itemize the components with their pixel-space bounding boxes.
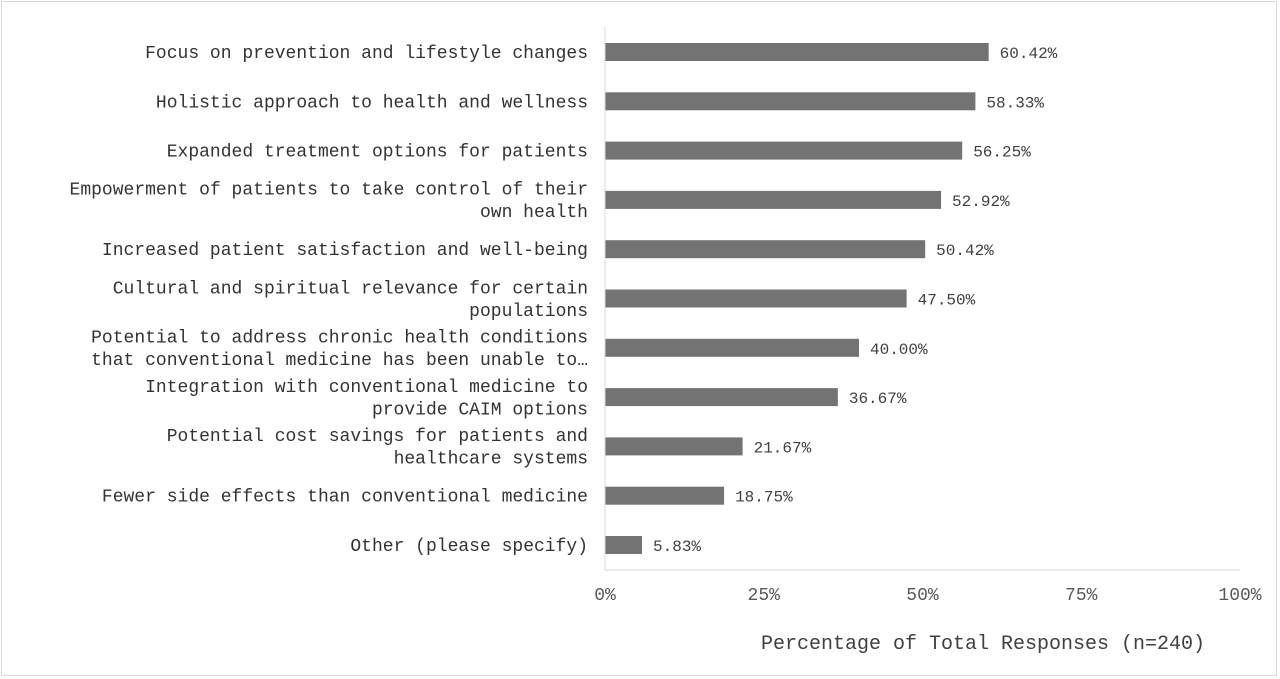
- data-label: 5.83%: [653, 538, 701, 556]
- category-label-line: Potential cost savings for patients and: [167, 427, 588, 447]
- category-label-line: provide CAIM options: [372, 400, 588, 420]
- data-label: 56.25%: [973, 144, 1031, 162]
- category-label-line: populations: [469, 302, 588, 322]
- x-tick-label: 0%: [594, 586, 616, 606]
- category-label-line: Empowerment of patients to take control …: [70, 181, 588, 201]
- bar: [605, 486, 725, 505]
- data-label: 58.33%: [986, 94, 1044, 112]
- bar: [605, 338, 859, 357]
- category-label-line: Other (please specify): [350, 537, 588, 557]
- category-label: Potential to address chronic health cond…: [91, 329, 588, 372]
- data-label: 40.00%: [870, 341, 928, 359]
- x-tick-label: 25%: [748, 586, 781, 606]
- category-label-line: Cultural and spiritual relevance for cer…: [113, 279, 588, 299]
- bar: [605, 141, 963, 160]
- category-label: Other (please specify): [350, 537, 588, 557]
- data-label: 21.67%: [754, 439, 812, 457]
- data-label: 52.92%: [952, 193, 1010, 211]
- category-label-line: own health: [480, 203, 588, 223]
- bar: [605, 437, 743, 456]
- category-label: Expanded treatment options for patients: [167, 143, 588, 163]
- category-label: Potential cost savings for patients and h…: [167, 427, 588, 470]
- x-tick-label: 75%: [1065, 586, 1098, 606]
- x-tick-labels: 0% 25% 50% 75% 100%: [594, 586, 1262, 606]
- category-label-line: Holistic approach to health and wellness: [156, 93, 588, 113]
- data-label: 50.42%: [936, 242, 994, 260]
- x-axis-title: Percentage of Total Responses (n=240): [761, 633, 1205, 656]
- x-tick-label: 100%: [1218, 586, 1261, 606]
- category-label: Cultural and spiritual relevance for cer…: [113, 279, 588, 322]
- bar: [605, 536, 643, 554]
- category-label-line: Integration with conventional medicine t…: [145, 378, 588, 398]
- category-label-line: Focus on prevention and lifestyle change…: [145, 44, 588, 64]
- bar: [605, 190, 942, 209]
- x-tick-label: 50%: [906, 586, 939, 606]
- category-label: Empowerment of patients to take control …: [70, 181, 588, 224]
- category-label: Focus on prevention and lifestyle change…: [145, 44, 588, 64]
- category-label-line: Increased patient satisfaction and well-…: [102, 241, 588, 261]
- category-label: Fewer side effects than conventional med…: [102, 488, 588, 508]
- category-label: Integration with conventional medicine t…: [145, 378, 588, 421]
- data-label: 47.50%: [918, 292, 976, 310]
- bar: [605, 289, 907, 308]
- data-labels: 60.42% 58.33% 56.25% 52.92% 50.42% 47.50% 40.0…: [653, 45, 1058, 556]
- data-label: 60.42%: [1000, 45, 1058, 63]
- category-labels: Focus on prevention and lifestyle change…: [70, 44, 588, 557]
- bar: [605, 388, 838, 407]
- category-label-line: Fewer side effects than conventional med…: [102, 488, 588, 508]
- category-label-line: healthcare systems: [394, 450, 588, 470]
- category-label: Increased patient satisfaction and well-…: [102, 241, 588, 261]
- category-label: Holistic approach to health and wellness: [156, 93, 588, 113]
- data-label: 18.75%: [735, 489, 793, 507]
- bar: [605, 92, 976, 111]
- data-label: 36.67%: [849, 390, 907, 408]
- category-label-line: Expanded treatment options for patients: [167, 143, 588, 163]
- bars: [605, 43, 989, 554]
- bar: [605, 240, 926, 259]
- category-label-line: that conventional medicine has been unab…: [91, 351, 588, 371]
- bar: [605, 43, 989, 61]
- category-label-line: Potential to address chronic health cond…: [91, 329, 588, 349]
